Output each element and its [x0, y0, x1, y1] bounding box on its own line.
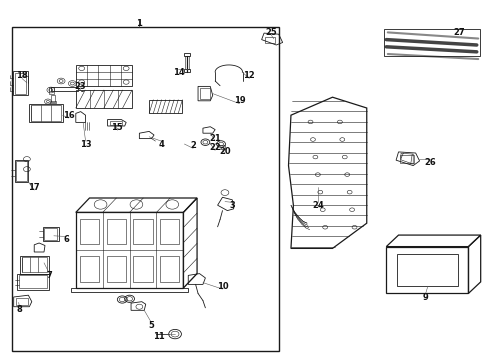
- Text: 3: 3: [229, 201, 235, 210]
- Bar: [160, 256, 179, 282]
- Text: 11: 11: [153, 332, 164, 341]
- Bar: [80, 256, 99, 282]
- Text: 7: 7: [46, 271, 52, 280]
- Text: 25: 25: [265, 28, 277, 37]
- Text: 22: 22: [209, 143, 221, 152]
- Bar: [21, 257, 47, 272]
- Bar: [15, 73, 26, 94]
- Bar: [160, 219, 179, 244]
- Bar: [12, 27, 278, 351]
- Bar: [29, 104, 62, 122]
- Bar: [386, 247, 468, 293]
- Text: 2: 2: [190, 141, 196, 150]
- Bar: [20, 256, 49, 274]
- Bar: [80, 219, 99, 244]
- Text: 10: 10: [216, 282, 228, 291]
- Bar: [49, 87, 54, 94]
- Bar: [106, 219, 125, 244]
- Text: 5: 5: [148, 321, 154, 330]
- Text: 24: 24: [311, 201, 323, 210]
- Bar: [76, 212, 183, 288]
- Text: 1: 1: [136, 19, 142, 28]
- Text: 16: 16: [62, 111, 74, 120]
- Bar: [399, 155, 413, 163]
- Text: 4: 4: [158, 140, 164, 149]
- Bar: [51, 87, 78, 91]
- Text: 19: 19: [233, 96, 245, 105]
- Text: 18: 18: [16, 71, 28, 80]
- Text: 15: 15: [111, 123, 123, 132]
- Bar: [43, 227, 59, 241]
- Bar: [44, 228, 57, 240]
- Bar: [217, 145, 224, 149]
- Bar: [384, 29, 479, 56]
- Text: 20: 20: [219, 147, 230, 156]
- Text: 8: 8: [17, 305, 22, 314]
- Bar: [183, 53, 189, 56]
- Bar: [16, 298, 28, 305]
- Text: 21: 21: [209, 134, 221, 143]
- Text: 27: 27: [453, 28, 465, 37]
- Text: 12: 12: [243, 71, 255, 80]
- Bar: [51, 95, 55, 102]
- Bar: [183, 69, 189, 72]
- Bar: [133, 219, 152, 244]
- Bar: [76, 90, 132, 108]
- Bar: [106, 256, 125, 282]
- Bar: [13, 71, 28, 95]
- Bar: [76, 65, 132, 86]
- Bar: [396, 254, 457, 286]
- Bar: [199, 88, 210, 99]
- Bar: [110, 121, 122, 125]
- Bar: [19, 275, 47, 288]
- Text: 14: 14: [172, 68, 184, 77]
- Bar: [149, 100, 182, 113]
- Text: 17: 17: [28, 183, 40, 192]
- Bar: [184, 56, 188, 69]
- Bar: [16, 161, 27, 181]
- Text: 26: 26: [424, 158, 435, 166]
- Bar: [264, 37, 274, 43]
- Bar: [17, 274, 49, 290]
- Bar: [31, 105, 61, 121]
- Bar: [71, 288, 188, 292]
- Text: 23: 23: [75, 82, 86, 91]
- Bar: [133, 256, 152, 282]
- Bar: [50, 101, 56, 103]
- Text: 6: 6: [63, 235, 69, 244]
- Text: 13: 13: [80, 140, 91, 149]
- Text: 9: 9: [422, 292, 427, 302]
- Bar: [15, 160, 28, 182]
